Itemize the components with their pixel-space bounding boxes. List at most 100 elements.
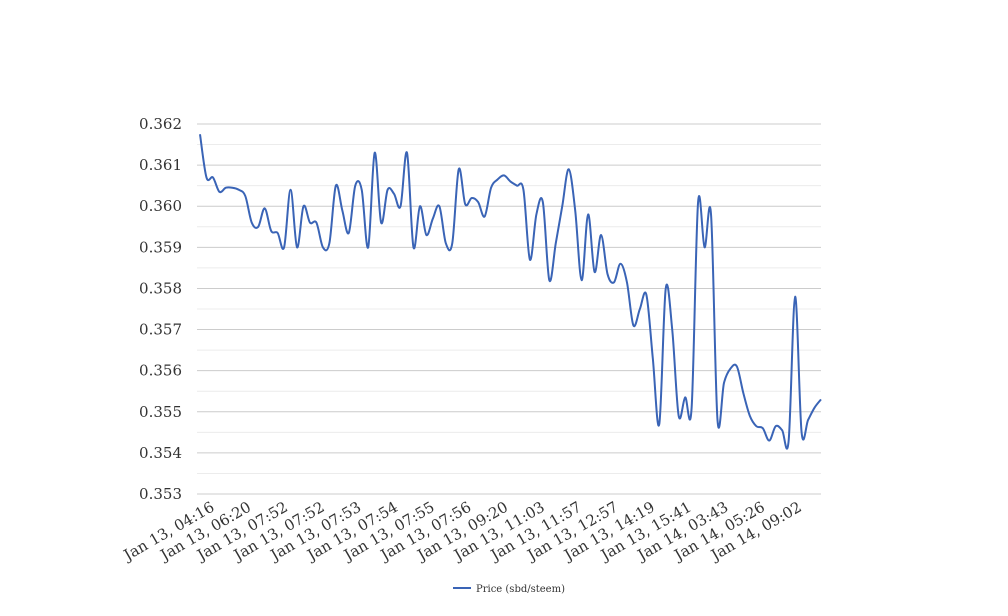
data-point [682,394,688,400]
data-point [695,199,701,205]
y-tick-label: 0.353 [139,485,182,503]
data-point [352,183,358,189]
data-point [378,220,384,226]
data-point [508,179,514,185]
series-layer [197,131,822,450]
data-point [799,429,805,435]
data-point [469,195,475,201]
data-point [514,183,520,189]
data-point [333,183,339,189]
data-point [346,230,352,236]
data-point [197,131,203,137]
data-point [715,417,721,423]
y-tick-label: 0.359 [139,238,182,256]
data-point [708,211,714,217]
data-point [540,199,546,205]
data-point [572,207,578,213]
data-point [747,413,753,419]
data-point [559,203,565,209]
data-point [404,150,410,156]
data-point [456,166,462,172]
data-point [766,438,772,444]
data-point [546,277,552,283]
data-point [643,292,649,298]
data-point [592,269,598,275]
y-tick-label: 0.354 [139,444,182,462]
data-point [495,177,501,183]
data-point [385,187,391,193]
data-point [611,279,617,285]
data-point [255,224,261,230]
data-point [203,174,209,180]
data-point [417,203,423,209]
data-point [637,306,643,312]
data-point [734,364,740,370]
data-point [792,294,798,300]
data-point [436,203,442,209]
data-point [410,244,416,250]
data-point [740,390,746,396]
data-point [630,322,636,328]
data-point [372,150,378,156]
data-point [676,413,682,419]
data-point [359,187,365,193]
y-tick-label: 0.362 [139,115,182,133]
data-point [443,240,449,246]
data-point [727,366,733,372]
data-point [326,240,332,246]
y-tick-label: 0.358 [139,279,182,297]
data-point [553,240,559,246]
data-point [527,257,533,263]
y-tick-label: 0.357 [139,321,182,339]
data-point [520,187,526,193]
data-point [721,380,727,386]
data-point [398,203,404,209]
y-tick-label: 0.361 [139,156,182,174]
data-point [275,230,281,236]
data-point [598,232,604,238]
y-tick-label: 0.355 [139,403,182,421]
data-point [488,185,494,191]
data-point [249,220,255,226]
data-point [313,220,319,226]
data-point [812,405,818,411]
legend: Price (sbd/steem) [453,584,565,595]
data-point [229,185,235,191]
data-point [779,427,785,433]
data-point [669,327,675,333]
data-point [294,244,300,250]
data-point [288,187,294,193]
data-point [475,199,481,205]
y-tick-label: 0.360 [139,197,182,215]
data-point [242,193,248,199]
data-point [307,220,313,226]
data-point [533,211,539,217]
data-point [617,261,623,267]
data-point [773,423,779,429]
data-point [320,244,326,250]
data-point [663,285,669,291]
data-point [210,174,216,180]
data-point [482,214,488,220]
data-point [656,421,662,427]
data-point [365,244,371,250]
data-point [805,417,811,423]
legend-label: Price (sbd/steem) [476,584,565,595]
data-point [268,228,274,234]
series-line-price [199,134,822,450]
data-point [462,201,468,207]
data-point [566,166,572,172]
data-point [449,240,455,246]
data-point [702,244,708,250]
y-axis-ticks: 0.353 0.354 0.355 0.356 0.357 0.358 0.359 0.360… [139,115,182,503]
data-point [624,279,630,285]
data-point [339,207,345,213]
data-point [262,205,268,211]
data-point [391,191,397,197]
data-point [236,187,242,193]
y-tick-label: 0.356 [139,362,182,380]
data-point [430,216,436,222]
